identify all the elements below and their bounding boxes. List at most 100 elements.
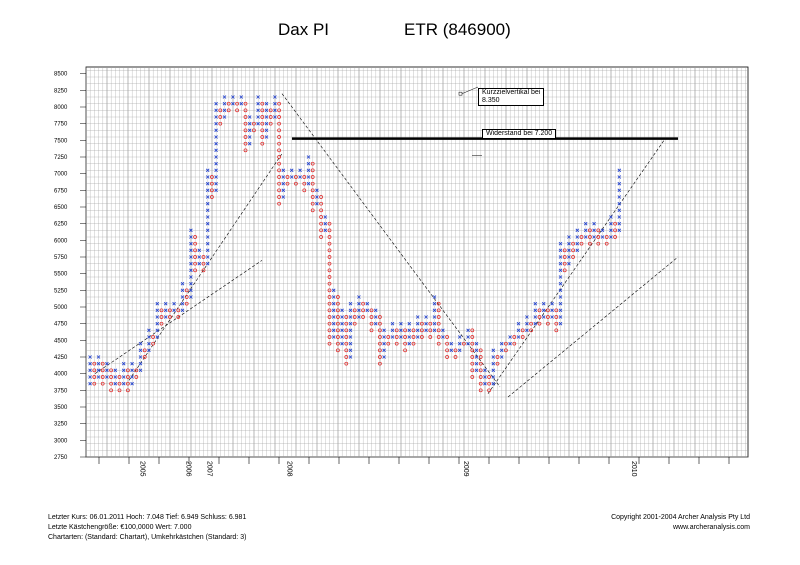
pf-o-mark xyxy=(378,328,382,333)
pf-o-mark xyxy=(436,328,441,333)
pf-o-mark xyxy=(613,228,617,233)
pf-x-mark xyxy=(373,321,378,326)
pf-x-mark xyxy=(205,201,210,206)
pf-o-mark xyxy=(277,201,281,206)
pf-x-mark xyxy=(214,155,218,159)
pf-x-mark xyxy=(121,375,126,379)
pf-x-mark xyxy=(575,235,580,239)
pf-x-mark xyxy=(273,108,277,113)
pf-x-mark xyxy=(499,341,504,346)
pf-x-mark xyxy=(205,248,210,253)
pf-o-mark xyxy=(596,228,601,233)
pf-o-mark xyxy=(554,308,559,313)
pf-x-mark xyxy=(483,368,487,373)
pf-x-mark xyxy=(147,348,151,353)
pf-x-mark xyxy=(289,175,294,179)
footer-box-size: Letzte Kästchengröße: €100,0000 Wert: 7.… xyxy=(48,524,192,531)
pf-o-mark xyxy=(604,241,609,246)
pf-o-mark xyxy=(445,355,449,359)
pf-o-mark xyxy=(613,235,617,239)
pf-o-mark xyxy=(92,368,97,373)
pf-o-mark xyxy=(378,315,382,319)
pf-o-mark xyxy=(562,248,567,253)
pf-x-mark xyxy=(138,355,143,359)
pf-o-mark xyxy=(193,255,197,259)
pf-x-mark xyxy=(222,115,227,119)
pf-o-mark xyxy=(285,175,290,179)
pf-o-mark xyxy=(184,288,189,293)
pf-x-mark xyxy=(189,295,193,299)
footer-chart-types: Chartarten: (Standard: Chartart), Umkehr… xyxy=(48,534,247,541)
footer-copyright: Copyright 2001-2004 Archer Analysis Pty … xyxy=(611,514,750,521)
pf-x-mark xyxy=(533,301,538,306)
pf-o-mark xyxy=(100,361,105,366)
pf-x-mark xyxy=(180,308,185,313)
pf-x-mark xyxy=(491,368,496,373)
y-tick-label: 7000 xyxy=(54,172,68,178)
pf-x-mark xyxy=(105,361,109,366)
y-tick-label: 6000 xyxy=(54,238,68,244)
pf-x-mark xyxy=(457,348,462,353)
trend-line xyxy=(487,140,665,394)
pf-o-mark xyxy=(327,248,332,253)
pf-o-mark xyxy=(420,335,424,339)
pf-o-mark xyxy=(92,361,97,366)
pf-o-mark xyxy=(319,201,323,206)
pf-o-mark xyxy=(520,335,525,339)
pf-x-mark xyxy=(315,195,319,199)
pf-x-mark xyxy=(105,368,109,373)
pf-x-mark xyxy=(205,208,210,213)
pf-o-mark xyxy=(378,361,382,366)
pf-x-mark xyxy=(105,375,109,379)
pf-x-mark xyxy=(205,195,210,199)
pf-o-mark xyxy=(394,328,399,333)
pf-x-mark xyxy=(617,221,622,226)
pf-x-mark xyxy=(222,108,227,113)
pf-o-mark xyxy=(327,281,332,286)
pf-x-mark xyxy=(189,261,193,266)
pf-o-mark xyxy=(243,121,248,126)
pf-x-mark xyxy=(558,315,563,319)
pf-x-mark xyxy=(331,295,336,299)
pf-x-mark xyxy=(147,341,151,346)
x-year-label: 2007 xyxy=(206,461,213,477)
pf-x-mark xyxy=(575,228,580,233)
pf-o-mark xyxy=(512,335,517,339)
pf-x-mark xyxy=(214,101,218,106)
pf-x-mark xyxy=(256,95,260,99)
pf-x-mark xyxy=(609,235,613,239)
pf-o-mark xyxy=(344,315,349,319)
pf-x-mark xyxy=(340,328,344,333)
pf-x-mark xyxy=(306,161,311,166)
pf-x-mark xyxy=(424,315,428,319)
pf-x-mark xyxy=(617,181,622,186)
pf-x-mark xyxy=(348,321,353,326)
pf-o-mark xyxy=(277,161,281,166)
pf-o-mark xyxy=(336,328,340,333)
y-tick-label: 4750 xyxy=(54,322,68,328)
pf-x-mark xyxy=(205,221,210,226)
pf-x-mark xyxy=(197,248,202,253)
pf-o-mark xyxy=(327,228,332,233)
pf-x-mark xyxy=(147,335,151,339)
pf-x-mark xyxy=(365,308,370,313)
pf-o-mark xyxy=(529,328,533,333)
pf-o-mark xyxy=(327,255,332,259)
target-leader xyxy=(461,86,479,94)
pf-x-mark xyxy=(205,255,210,259)
pf-x-mark xyxy=(331,315,336,319)
pf-o-mark xyxy=(151,341,155,346)
pf-o-mark xyxy=(100,381,105,386)
pf-o-mark xyxy=(478,368,483,373)
pf-o-mark xyxy=(579,241,584,246)
pf-x-mark xyxy=(323,228,328,233)
pf-o-mark xyxy=(462,341,466,346)
short-target-value: 8.350 xyxy=(482,97,500,104)
pf-o-mark xyxy=(151,335,155,339)
pf-o-mark xyxy=(554,328,559,333)
pf-o-mark xyxy=(327,321,332,326)
pf-x-mark xyxy=(541,308,546,313)
pf-o-mark xyxy=(302,175,307,179)
y-tick-label: 3000 xyxy=(54,438,68,444)
pf-o-mark xyxy=(344,321,349,326)
